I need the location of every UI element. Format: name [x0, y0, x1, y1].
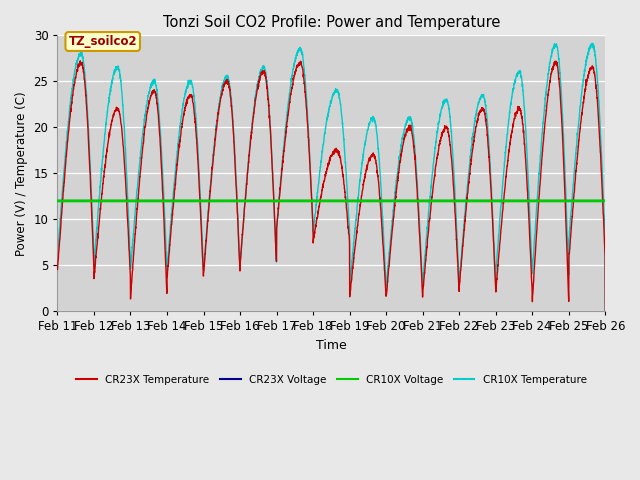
Y-axis label: Power (V) / Temperature (C): Power (V) / Temperature (C): [15, 91, 28, 256]
Text: TZ_soilco2: TZ_soilco2: [68, 35, 137, 48]
Title: Tonzi Soil CO2 Profile: Power and Temperature: Tonzi Soil CO2 Profile: Power and Temper…: [163, 15, 500, 30]
X-axis label: Time: Time: [316, 339, 347, 352]
Legend: CR23X Temperature, CR23X Voltage, CR10X Voltage, CR10X Temperature: CR23X Temperature, CR23X Voltage, CR10X …: [72, 371, 591, 389]
